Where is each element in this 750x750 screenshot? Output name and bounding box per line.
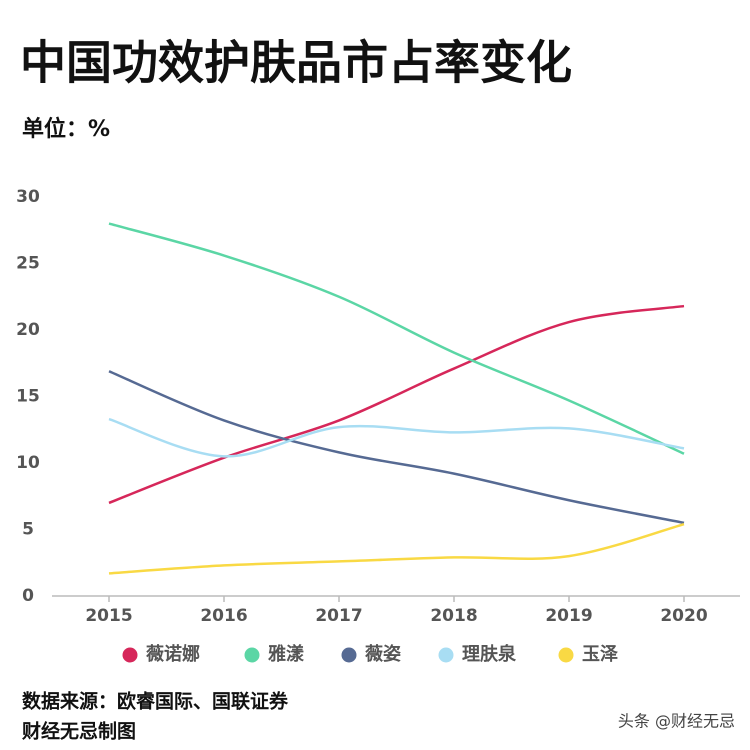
legend-label: 理肤泉 bbox=[462, 643, 517, 665]
legend-label: 雅漾 bbox=[267, 643, 305, 665]
legend-label: 薇诺娜 bbox=[146, 643, 200, 665]
series-line bbox=[108, 417, 685, 458]
legend-label: 薇姿 bbox=[365, 643, 401, 665]
y-tick-label: 15 bbox=[16, 387, 40, 407]
legend-marker bbox=[558, 647, 574, 663]
x-tick-label: 2016 bbox=[200, 606, 247, 626]
series-line bbox=[108, 304, 685, 505]
y-tick-label: 0 bbox=[22, 586, 34, 606]
chart-title: 中国功效护肤品市占率变化 bbox=[20, 36, 572, 90]
y-tick-label: 5 bbox=[22, 520, 34, 540]
x-tick-label: 2018 bbox=[430, 606, 477, 626]
series-line bbox=[108, 370, 685, 525]
legend-marker bbox=[244, 647, 260, 663]
source: 财经无忌制图 bbox=[22, 720, 136, 743]
legend-marker bbox=[341, 647, 357, 663]
y-tick-label: 25 bbox=[16, 254, 40, 274]
legend-label: 玉泽 bbox=[582, 644, 618, 665]
x-tick-label: 2017 bbox=[315, 606, 362, 626]
legend-marker bbox=[438, 647, 454, 663]
source: 数据来源：欧睿国际、国联证券 bbox=[22, 690, 289, 713]
watermark: 头条 @财经无忌 bbox=[618, 712, 735, 731]
series-line bbox=[108, 222, 685, 455]
unit-label: 单位：% bbox=[22, 116, 110, 142]
x-tick-label: 2019 bbox=[545, 606, 592, 626]
legend-marker bbox=[122, 647, 138, 663]
x-tick-label: 2020 bbox=[660, 606, 707, 626]
y-tick-label: 30 bbox=[16, 187, 40, 207]
series-line bbox=[108, 522, 685, 575]
x-tick-label: 2015 bbox=[85, 606, 132, 626]
y-tick-label: 10 bbox=[16, 453, 40, 473]
y-tick-label: 20 bbox=[16, 320, 40, 340]
